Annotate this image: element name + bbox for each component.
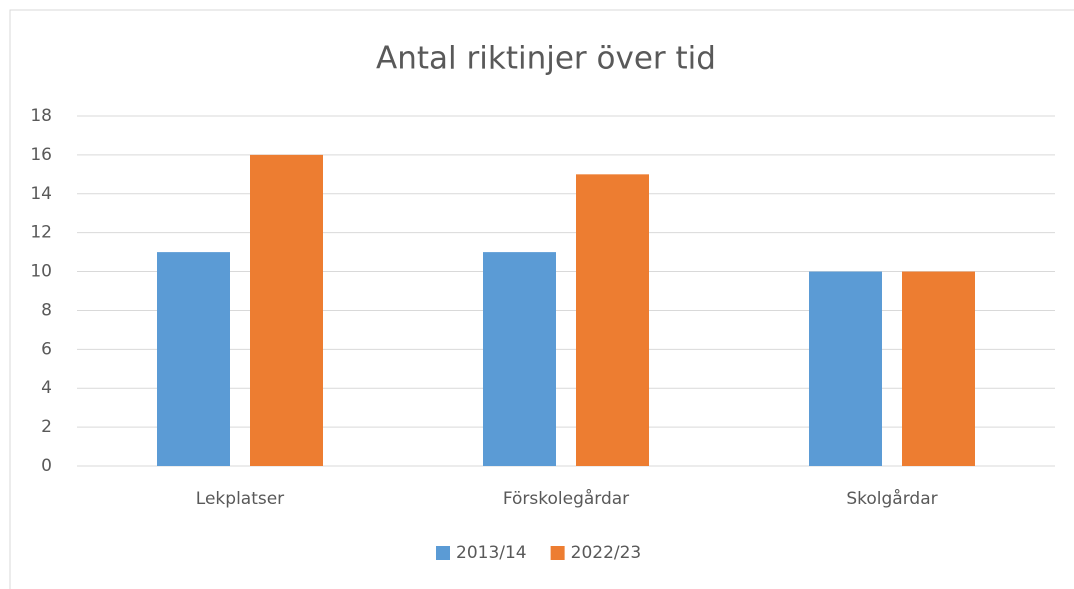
x-tick-label: Lekplatser: [196, 489, 284, 509]
bar: [483, 252, 556, 466]
legend-label: 2013/14: [456, 543, 527, 563]
chart-border: [9, 9, 1074, 589]
bar: [576, 174, 649, 467]
y-tick-label: 18: [30, 106, 52, 126]
bar: [157, 252, 230, 466]
bar: [902, 271, 975, 466]
y-tick-label: 4: [41, 378, 52, 398]
y-tick-label: 10: [30, 262, 52, 282]
y-tick-label: 14: [30, 184, 52, 204]
y-tick-label: 0: [41, 456, 52, 476]
chart-title: Antal riktinjer över tid: [376, 41, 716, 77]
y-tick-label: 8: [41, 300, 52, 320]
y-tick-label: 6: [41, 339, 52, 359]
bar: [809, 271, 882, 466]
x-tick-label: Förskolegårdar: [503, 488, 629, 509]
bar: [250, 154, 323, 466]
y-tick-label: 12: [30, 223, 52, 243]
legend-swatch: [550, 546, 565, 560]
legend-label: 2022/23: [571, 543, 642, 563]
legend-swatch: [436, 546, 450, 560]
y-tick-label: 16: [30, 145, 52, 165]
y-tick-label: 2: [41, 417, 52, 437]
x-tick-label: Skolgårdar: [846, 488, 937, 509]
